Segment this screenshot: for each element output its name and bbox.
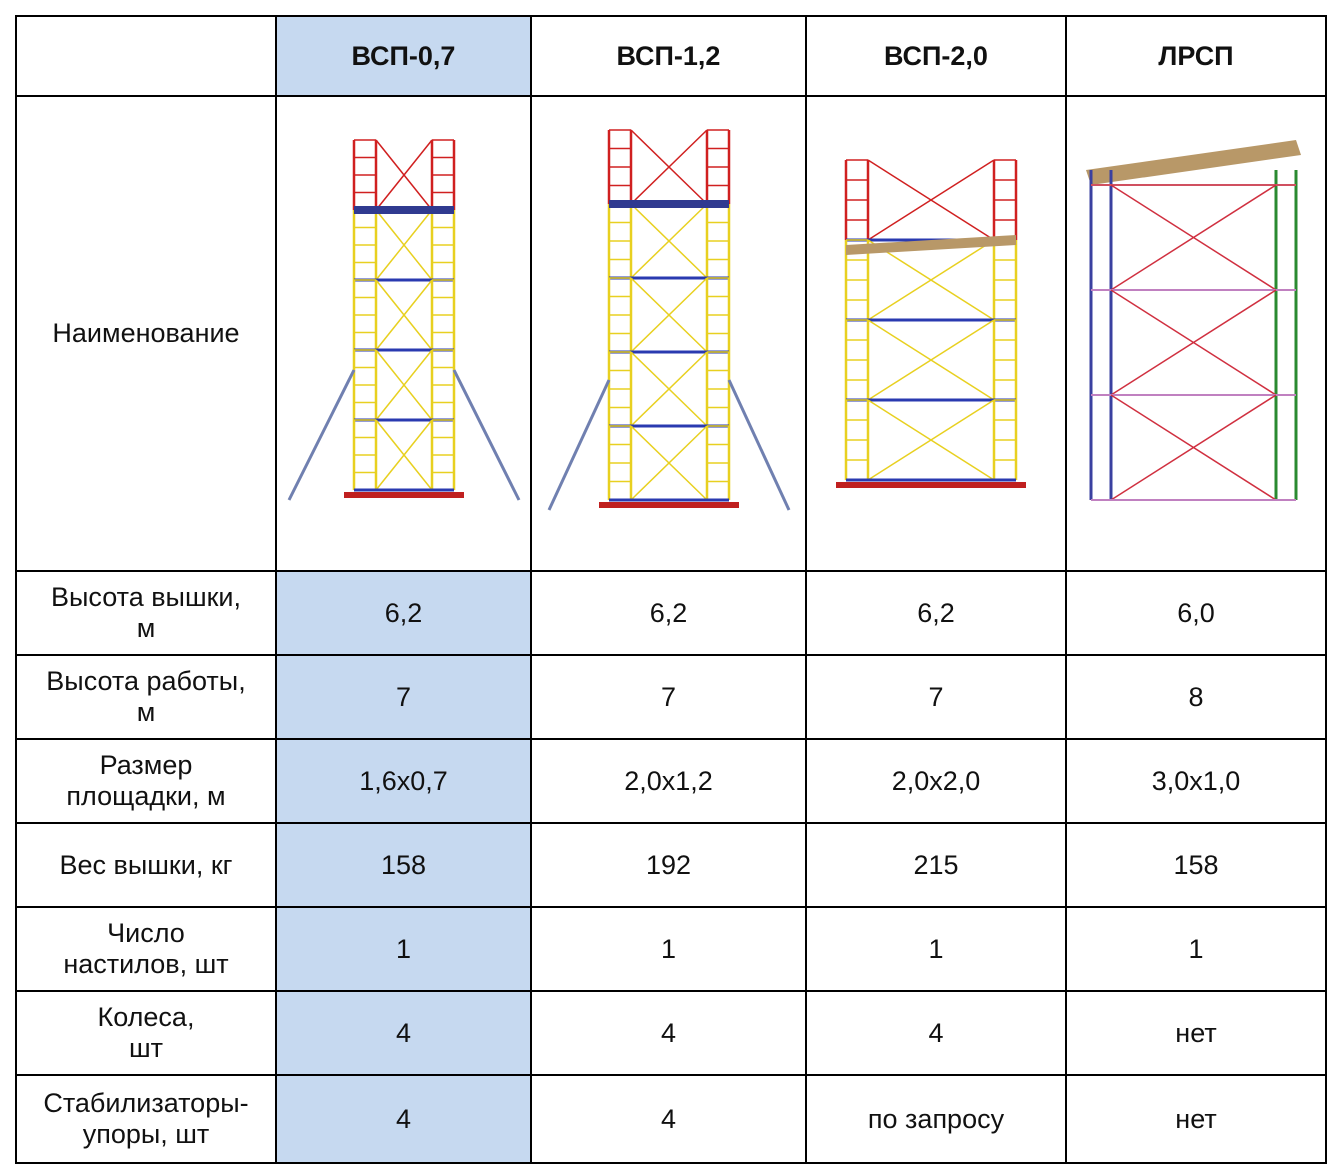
scaffold-line xyxy=(547,379,610,511)
table-cell: 6,2 xyxy=(275,570,532,656)
table-row: Колеса, шт 4 4 4 нет xyxy=(15,990,1327,1076)
image-cell xyxy=(1065,95,1327,572)
table-cell: 8 xyxy=(1065,654,1327,740)
row-label: Вес вышки, кг xyxy=(15,822,277,908)
scaffold-line xyxy=(374,349,433,421)
table-cell: 215 xyxy=(805,822,1067,908)
scaffold-line xyxy=(629,277,708,353)
scaffold-image xyxy=(836,159,1026,488)
table-row: Число настилов, шт 1 1 1 1 xyxy=(15,906,1327,992)
scaffold-line xyxy=(629,203,708,279)
scaffold-line xyxy=(452,369,520,501)
scaffold-image xyxy=(287,139,520,501)
column-header: ВСП-0,7 xyxy=(275,15,532,97)
scaffold-line xyxy=(1110,289,1277,396)
table-cell: 2,0x1,2 xyxy=(530,738,807,824)
scaffold-line xyxy=(629,129,708,205)
table-cell: по запросу xyxy=(805,1074,1067,1164)
table-cell: 158 xyxy=(1065,822,1327,908)
column-header: ЛРСП xyxy=(1065,15,1327,97)
scaffold-line xyxy=(867,239,995,321)
table-cell: 1 xyxy=(530,906,807,992)
table-cell: 3,0x1,0 xyxy=(1065,738,1327,824)
corner-cell xyxy=(15,15,277,97)
scaffold-line xyxy=(374,279,433,351)
table-cell: 7 xyxy=(805,654,1067,740)
table-cell: 192 xyxy=(530,822,807,908)
scaffold-line xyxy=(629,425,708,501)
row-label: Число настилов, шт xyxy=(15,906,277,992)
table-cell: нет xyxy=(1065,1074,1327,1164)
scaffold-line xyxy=(867,399,995,481)
image-cell xyxy=(805,95,1067,572)
header-row: ВСП-0,7 ВСП-1,2 ВСП-2,0 ЛРСП xyxy=(15,15,1327,97)
table-cell: 1 xyxy=(805,906,1067,992)
table-row: Высота вышки, м 6,2 6,2 6,2 6,0 xyxy=(15,570,1327,656)
table-cell: 7 xyxy=(530,654,807,740)
row-label: Стабилизаторы- упоры, шт xyxy=(15,1074,277,1164)
table-cell: 4 xyxy=(805,990,1067,1076)
image-cell xyxy=(530,95,807,572)
table-cell: 1,6x0,7 xyxy=(275,738,532,824)
scaffold-line xyxy=(374,139,433,211)
scaffold-image xyxy=(547,129,790,511)
row-label: Размер площадки, м xyxy=(15,738,277,824)
image-row: Наименование xyxy=(15,95,1327,572)
table-cell: 4 xyxy=(275,990,532,1076)
table-cell: 158 xyxy=(275,822,532,908)
table-body: ВСП-0,7 ВСП-1,2 ВСП-2,0 ЛРСП Наименовани… xyxy=(15,15,1327,1164)
scaffold-deck xyxy=(846,235,1016,255)
table-cell: 6,0 xyxy=(1065,570,1327,656)
comparison-table: ВСП-0,7 ВСП-1,2 ВСП-2,0 ЛРСП Наименовани… xyxy=(15,15,1327,1164)
table-row: Стабилизаторы- упоры, шт 4 4 по запросу нет xyxy=(15,1074,1327,1164)
scaffold-line xyxy=(1110,184,1277,291)
scaffold-deck xyxy=(353,206,454,214)
table-cell: 6,2 xyxy=(805,570,1067,656)
column-header: ВСП-2,0 xyxy=(805,15,1067,97)
scaffold-line xyxy=(727,379,790,511)
table-row: Вес вышки, кг 158 192 215 158 xyxy=(15,822,1327,908)
scaffold-line xyxy=(867,159,995,241)
scaffold-deck xyxy=(1086,140,1301,185)
scaffold-line xyxy=(629,351,708,427)
table-cell: нет xyxy=(1065,990,1327,1076)
table-cell: 4 xyxy=(275,1074,532,1164)
row-label: Колеса, шт xyxy=(15,990,277,1076)
table-cell: 2,0x2,0 xyxy=(805,738,1067,824)
row-label: Высота вышки, м xyxy=(15,570,277,656)
table-cell: 1 xyxy=(1065,906,1327,992)
scaffold-line xyxy=(1110,394,1277,501)
column-header: ВСП-1,2 xyxy=(530,15,807,97)
table-cell: 4 xyxy=(530,1074,807,1164)
scaffold-line xyxy=(374,419,433,491)
scaffold-line xyxy=(287,369,355,501)
table-cell: 4 xyxy=(530,990,807,1076)
table-row: Размер площадки, м 1,6x0,7 2,0x1,2 2,0x2,0 3… xyxy=(15,738,1327,824)
scaffold-line xyxy=(867,319,995,401)
table-cell: 7 xyxy=(275,654,532,740)
table-cell: 6,2 xyxy=(530,570,807,656)
table-cell: 1 xyxy=(275,906,532,992)
scaffold-line xyxy=(374,209,433,281)
row-label: Высота работы, м xyxy=(15,654,277,740)
image-cell xyxy=(275,95,532,572)
scaffold-image xyxy=(1086,140,1301,501)
row-label: Наименование xyxy=(15,95,277,572)
scaffold-deck xyxy=(608,200,729,208)
